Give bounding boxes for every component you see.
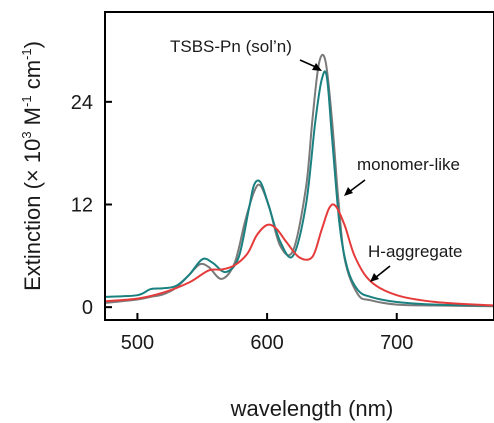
y-axis-title-pre: Extinction (× 10 <box>20 139 45 291</box>
x-tick-label-600: 600 <box>250 332 283 354</box>
y-axis-title-post: ) <box>20 41 45 48</box>
ticks-layer: 500 600 700 0 12 24 <box>71 92 414 354</box>
y-axis-title-exp3: -1 <box>19 48 34 60</box>
annotation-h-aggregate: H-aggregate <box>368 242 463 261</box>
y-axis-title: Extinction (× 103 M-1 cm-1) <box>19 41 45 291</box>
y-tick-label-0: 0 <box>82 297 93 319</box>
x-axis-title: wavelength (nm) <box>230 396 394 421</box>
y-tick-label-12: 12 <box>71 195 93 217</box>
x-tick-label-700: 700 <box>380 332 413 354</box>
annotation-tsbs-pn: TSBS-Pn (sol’n) <box>170 37 292 56</box>
y-axis-title-mid2: cm <box>20 60 45 95</box>
x-tick-label-500: 500 <box>121 332 154 354</box>
series-line-h-aggregate <box>104 203 494 307</box>
annotation-arrow-monomer-like <box>348 179 366 193</box>
series-layer <box>104 53 494 308</box>
annotation-arrowhead-h-aggregate <box>370 273 379 282</box>
annotation-arrowhead-monomer-like <box>344 187 353 196</box>
series-line-tsbs-pn-sol-n <box>104 53 494 308</box>
annotation-monomer-like: monomer-like <box>357 155 460 174</box>
y-axis-title-exp2: -1 <box>19 95 34 107</box>
y-tick-label-24: 24 <box>71 92 93 114</box>
annotation-arrow-h-aggregate <box>374 265 391 279</box>
plot-frame <box>104 11 494 321</box>
y-axis-title-mid: M <box>20 107 45 131</box>
annotation-arrowhead-tsbs-pn <box>312 63 322 71</box>
series-line-monomer-like <box>104 70 494 307</box>
y-axis-title-exp1: 3 <box>19 131 34 138</box>
